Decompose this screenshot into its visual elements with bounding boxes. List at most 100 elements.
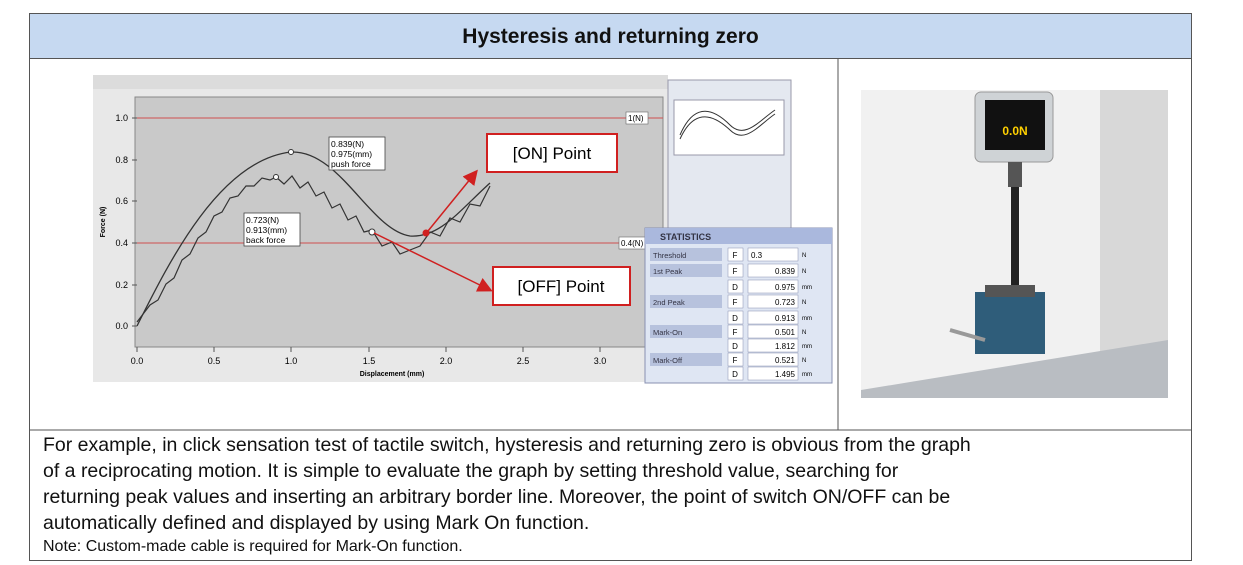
x-tick-label: 0.5 xyxy=(208,356,221,366)
off-callout-box xyxy=(492,266,631,306)
preview-curve xyxy=(679,113,776,140)
x-tick-label: 2.0 xyxy=(440,356,453,366)
stat-code: D xyxy=(732,314,738,323)
stat-unit: N xyxy=(802,330,806,336)
stat-value: 0.913 xyxy=(775,314,796,323)
stat-value: 0.521 xyxy=(775,356,796,365)
stat-code-cell xyxy=(727,294,744,309)
stat-code-cell xyxy=(727,247,744,262)
table-frame: Hysteresis and returning zero For exampl… xyxy=(29,13,1192,561)
back-curve xyxy=(136,175,491,323)
statistics-title: STATISTICS xyxy=(660,232,711,242)
paragraph-line: returning peak values and inserting an a… xyxy=(43,486,951,508)
stat-value: 1.495 xyxy=(775,370,796,379)
stat-label-cell xyxy=(650,264,722,277)
gauge-reading: 0.0N xyxy=(1002,124,1027,138)
stat-unit: N xyxy=(802,358,806,364)
stat-code: F xyxy=(733,267,738,276)
stat-unit: mm xyxy=(802,372,812,378)
stat-value-cell xyxy=(747,263,799,278)
stat-code-cell xyxy=(727,338,744,353)
preview xyxy=(673,99,785,156)
stat-value: 1.812 xyxy=(775,342,796,351)
on-callout-box xyxy=(486,133,618,173)
on-arrow xyxy=(427,169,478,232)
paragraph-line: of a reciprocating motion. It is simple … xyxy=(43,460,899,482)
line-label: 0.4(N) xyxy=(621,239,644,248)
back-peak-point xyxy=(273,174,279,180)
on-callout: [ON] Point xyxy=(513,144,592,163)
statistics-titlebar xyxy=(645,228,832,244)
stat-label-cell xyxy=(650,295,722,308)
stat-label: Mark-On xyxy=(653,328,682,337)
note: Note: Custom-made cable is required for … xyxy=(43,538,463,555)
stat-code: F xyxy=(733,251,738,260)
y-tick-label: 1.0 xyxy=(115,113,128,123)
stat-unit: N xyxy=(802,269,806,275)
stat-code: D xyxy=(732,342,738,351)
stat-value-cell xyxy=(747,324,799,339)
y-tick-label: 0.0 xyxy=(115,321,128,331)
x-tick-label: 2.5 xyxy=(517,356,530,366)
stat-value: 0.975 xyxy=(775,283,796,292)
stat-unit: mm xyxy=(802,344,812,350)
stand-column xyxy=(1100,90,1168,390)
stat-label-cell xyxy=(650,353,722,366)
stat-label: Mark-Off xyxy=(653,356,683,365)
stat-label-cell xyxy=(650,325,722,338)
back-annotation-box xyxy=(243,212,301,247)
vise xyxy=(975,292,1045,354)
y-tick-label: 0.6 xyxy=(115,196,128,206)
stat-value-cell xyxy=(747,352,799,367)
stat-label: Threshold xyxy=(653,251,686,260)
paragraph-line: automatically defined and displayed by u… xyxy=(43,512,590,534)
stat-code-cell xyxy=(727,310,744,325)
stat-label: 1st Peak xyxy=(653,267,682,276)
back-annotation: back force xyxy=(246,235,285,245)
toolbar xyxy=(93,75,668,89)
stat-value: 0.723 xyxy=(775,298,796,307)
stat-value: 0.3 xyxy=(751,251,763,260)
probe-rod xyxy=(1011,187,1019,292)
stat-value: 0.839 xyxy=(775,267,796,276)
line-label: 1(N) xyxy=(628,114,644,123)
x-tick-label: 0.0 xyxy=(131,356,144,366)
stat-unit: mm xyxy=(802,285,812,291)
stat-code: F xyxy=(733,328,738,337)
stat-code-cell xyxy=(727,366,744,381)
stat-value-cell xyxy=(747,366,799,381)
back-annotation: 0.723(N) xyxy=(246,215,279,225)
stat-code: D xyxy=(732,283,738,292)
off-callout: [OFF] Point xyxy=(518,277,605,296)
on-point xyxy=(422,229,430,237)
back-annotation: 0.913(mm) xyxy=(246,225,287,235)
preview-curve xyxy=(679,109,776,136)
stat-label-cell xyxy=(650,248,722,261)
vise-handle xyxy=(949,328,986,342)
statistics-rows: Threshold F 0.3 N 1st Peak F 0.839 N D 0.975 mm 2nd… xyxy=(650,247,812,381)
push-annotation: push force xyxy=(331,159,371,169)
stat-code-cell xyxy=(727,279,744,294)
y-tick-label: 0.8 xyxy=(115,155,128,165)
off-point xyxy=(368,228,376,236)
stat-code: F xyxy=(733,356,738,365)
stat-value-cell xyxy=(747,310,799,325)
vise-jaw xyxy=(985,285,1035,297)
stat-value-cell xyxy=(747,279,799,294)
stat-unit: N xyxy=(802,300,806,306)
stat-value-cell xyxy=(747,294,799,309)
x-tick-label: 3.0 xyxy=(594,356,607,366)
y-tick-label: 0.2 xyxy=(115,280,128,290)
gauge-screen xyxy=(985,100,1045,150)
y-axis-label: Force (N) xyxy=(100,207,107,238)
x-tick-label: 1.5 xyxy=(363,356,376,366)
push-annotation: 0.975(mm) xyxy=(331,149,372,159)
gauge-neck xyxy=(1008,162,1022,187)
push-annotation-box xyxy=(328,136,386,171)
line-label-box xyxy=(625,111,649,125)
paragraph: For example, in click sensation test of … xyxy=(43,432,971,536)
stat-unit: mm xyxy=(802,316,812,322)
stat-code: D xyxy=(732,370,738,379)
